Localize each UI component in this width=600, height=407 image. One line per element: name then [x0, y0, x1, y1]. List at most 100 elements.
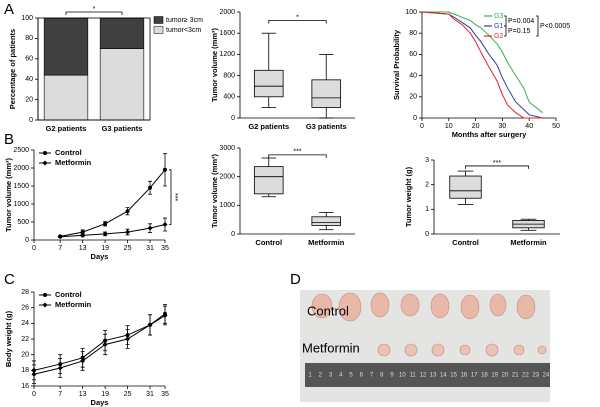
y-tick-label: 2500: [13, 147, 29, 154]
significance-bracket: [268, 20, 327, 24]
x-axis-title: Months after surgery: [452, 130, 527, 139]
survival-curve: [421, 11, 543, 119]
y-tick-label: 2000: [219, 174, 235, 181]
significance-bracket: [465, 165, 529, 169]
legend-label: G2: [494, 33, 503, 40]
y-tick-label: 100: [405, 9, 417, 16]
point: [125, 229, 131, 235]
x-axis-title: Days: [91, 398, 109, 407]
box: [253, 166, 284, 195]
bar-segment: [43, 74, 89, 121]
series-line: [33, 313, 166, 371]
x-tick-label: 25: [124, 245, 132, 252]
panel-label: B: [4, 131, 14, 148]
y-tick-label: 2000: [13, 165, 29, 172]
p-bracket: [504, 25, 507, 37]
x-tick-label: 13: [79, 245, 87, 252]
y-axis-title: Tumor volume (mm³): [210, 27, 219, 102]
y-tick-label: 26: [21, 305, 29, 312]
y-axis-title: Tumor volume (mm³): [4, 157, 13, 232]
y-tick-label: 100: [21, 15, 33, 22]
x-tick-label: 0: [32, 245, 36, 252]
legend-swatch: [153, 16, 164, 24]
ruler-number: 15: [450, 373, 457, 379]
y-tick-label: 28: [21, 289, 29, 296]
y-tick-label: 400: [223, 94, 235, 101]
y-axis-title: Tumor volume (mm³): [210, 153, 219, 228]
panel-label: C: [4, 271, 15, 288]
ruler-number: 7: [370, 373, 374, 379]
significance-label: ***: [493, 160, 501, 167]
legend-marker: [42, 302, 48, 308]
bar-segment: [99, 17, 145, 49]
panel-label: A: [4, 1, 14, 18]
point: [102, 231, 108, 237]
point: [147, 225, 153, 231]
point: [147, 322, 153, 328]
x-tick-label: 7: [58, 391, 62, 398]
legend-marker: [43, 151, 47, 155]
series-line: [60, 224, 166, 238]
x-tick-label: 20: [472, 123, 480, 130]
x-axis-title: Days: [91, 252, 109, 261]
ruler-number: 6: [360, 373, 364, 379]
legend-marker: [42, 160, 48, 166]
y-tick-label: 60: [409, 51, 417, 58]
tumor-photo: Control Metformin 1 2 3 4 5 6 7 8 9 10 11 12 13 14 15 1…: [300, 290, 550, 402]
x-tick-label: Control: [255, 238, 282, 247]
significance-bracket: [65, 11, 123, 15]
point: [162, 222, 168, 228]
y-tick-label: 40: [25, 76, 33, 83]
ruler-number: 14: [440, 373, 447, 379]
x-tick-label: 10: [445, 123, 453, 130]
box: [311, 216, 342, 226]
y-tick-label: 24: [21, 320, 29, 327]
x-tick-label: 0: [420, 123, 424, 130]
legend-label: Control: [55, 290, 82, 299]
significance-bracket: [268, 154, 327, 158]
box: [449, 175, 482, 199]
box: [311, 79, 342, 108]
y-tick-label: 0: [25, 237, 29, 244]
y-tick-label: 40: [409, 72, 417, 79]
point: [102, 341, 108, 347]
point: [80, 230, 85, 235]
ruler-number: 19: [491, 373, 498, 379]
survival-curve: [421, 11, 543, 119]
ruler-number: 5: [349, 373, 353, 379]
y-tick-label: 800: [223, 72, 235, 79]
x-tick-label: G3 patients: [102, 124, 143, 133]
row-label: Control: [307, 303, 349, 318]
significance-label: ***: [293, 149, 301, 156]
ruler-numbers: 1 2 3 4 5 6 7 8 9 10 11 12 13 14 15 16 17 18 19 20 21 22 23 24: [308, 373, 550, 379]
tumors-metformin: [377, 343, 547, 357]
p-value: P=0.15: [508, 28, 530, 35]
ruler-number: 13: [430, 373, 437, 379]
x-tick-label: 31: [146, 391, 154, 398]
x-tick-label: 19: [101, 245, 109, 252]
y-tick-label: 0: [425, 231, 429, 238]
point: [162, 313, 168, 318]
bar-segment: [43, 17, 89, 76]
p-bracket: [536, 15, 539, 37]
y-tick-label: 1000: [219, 202, 235, 209]
series-line: [60, 169, 166, 237]
y-tick-label: 0: [413, 115, 417, 122]
legend-label: G3: [494, 13, 503, 20]
ruler-number: 17: [471, 373, 478, 379]
ruler-number: 11: [409, 373, 416, 379]
x-tick-label: Metformin: [510, 238, 547, 247]
legend-label: Metformin: [55, 300, 92, 309]
legend-label: Metformin: [55, 158, 92, 167]
ruler-number: 22: [522, 373, 529, 379]
y-tick-label: 20: [25, 96, 33, 103]
point: [163, 167, 167, 172]
point: [80, 232, 86, 238]
y-axis-title: Percentage of patients: [8, 29, 17, 109]
x-tick-label: 0: [32, 391, 36, 398]
tumors-control: [311, 292, 536, 322]
y-tick-label: 1200: [219, 51, 235, 58]
ruler-number: 2: [319, 373, 323, 379]
x-tick-label: 35: [161, 245, 169, 252]
